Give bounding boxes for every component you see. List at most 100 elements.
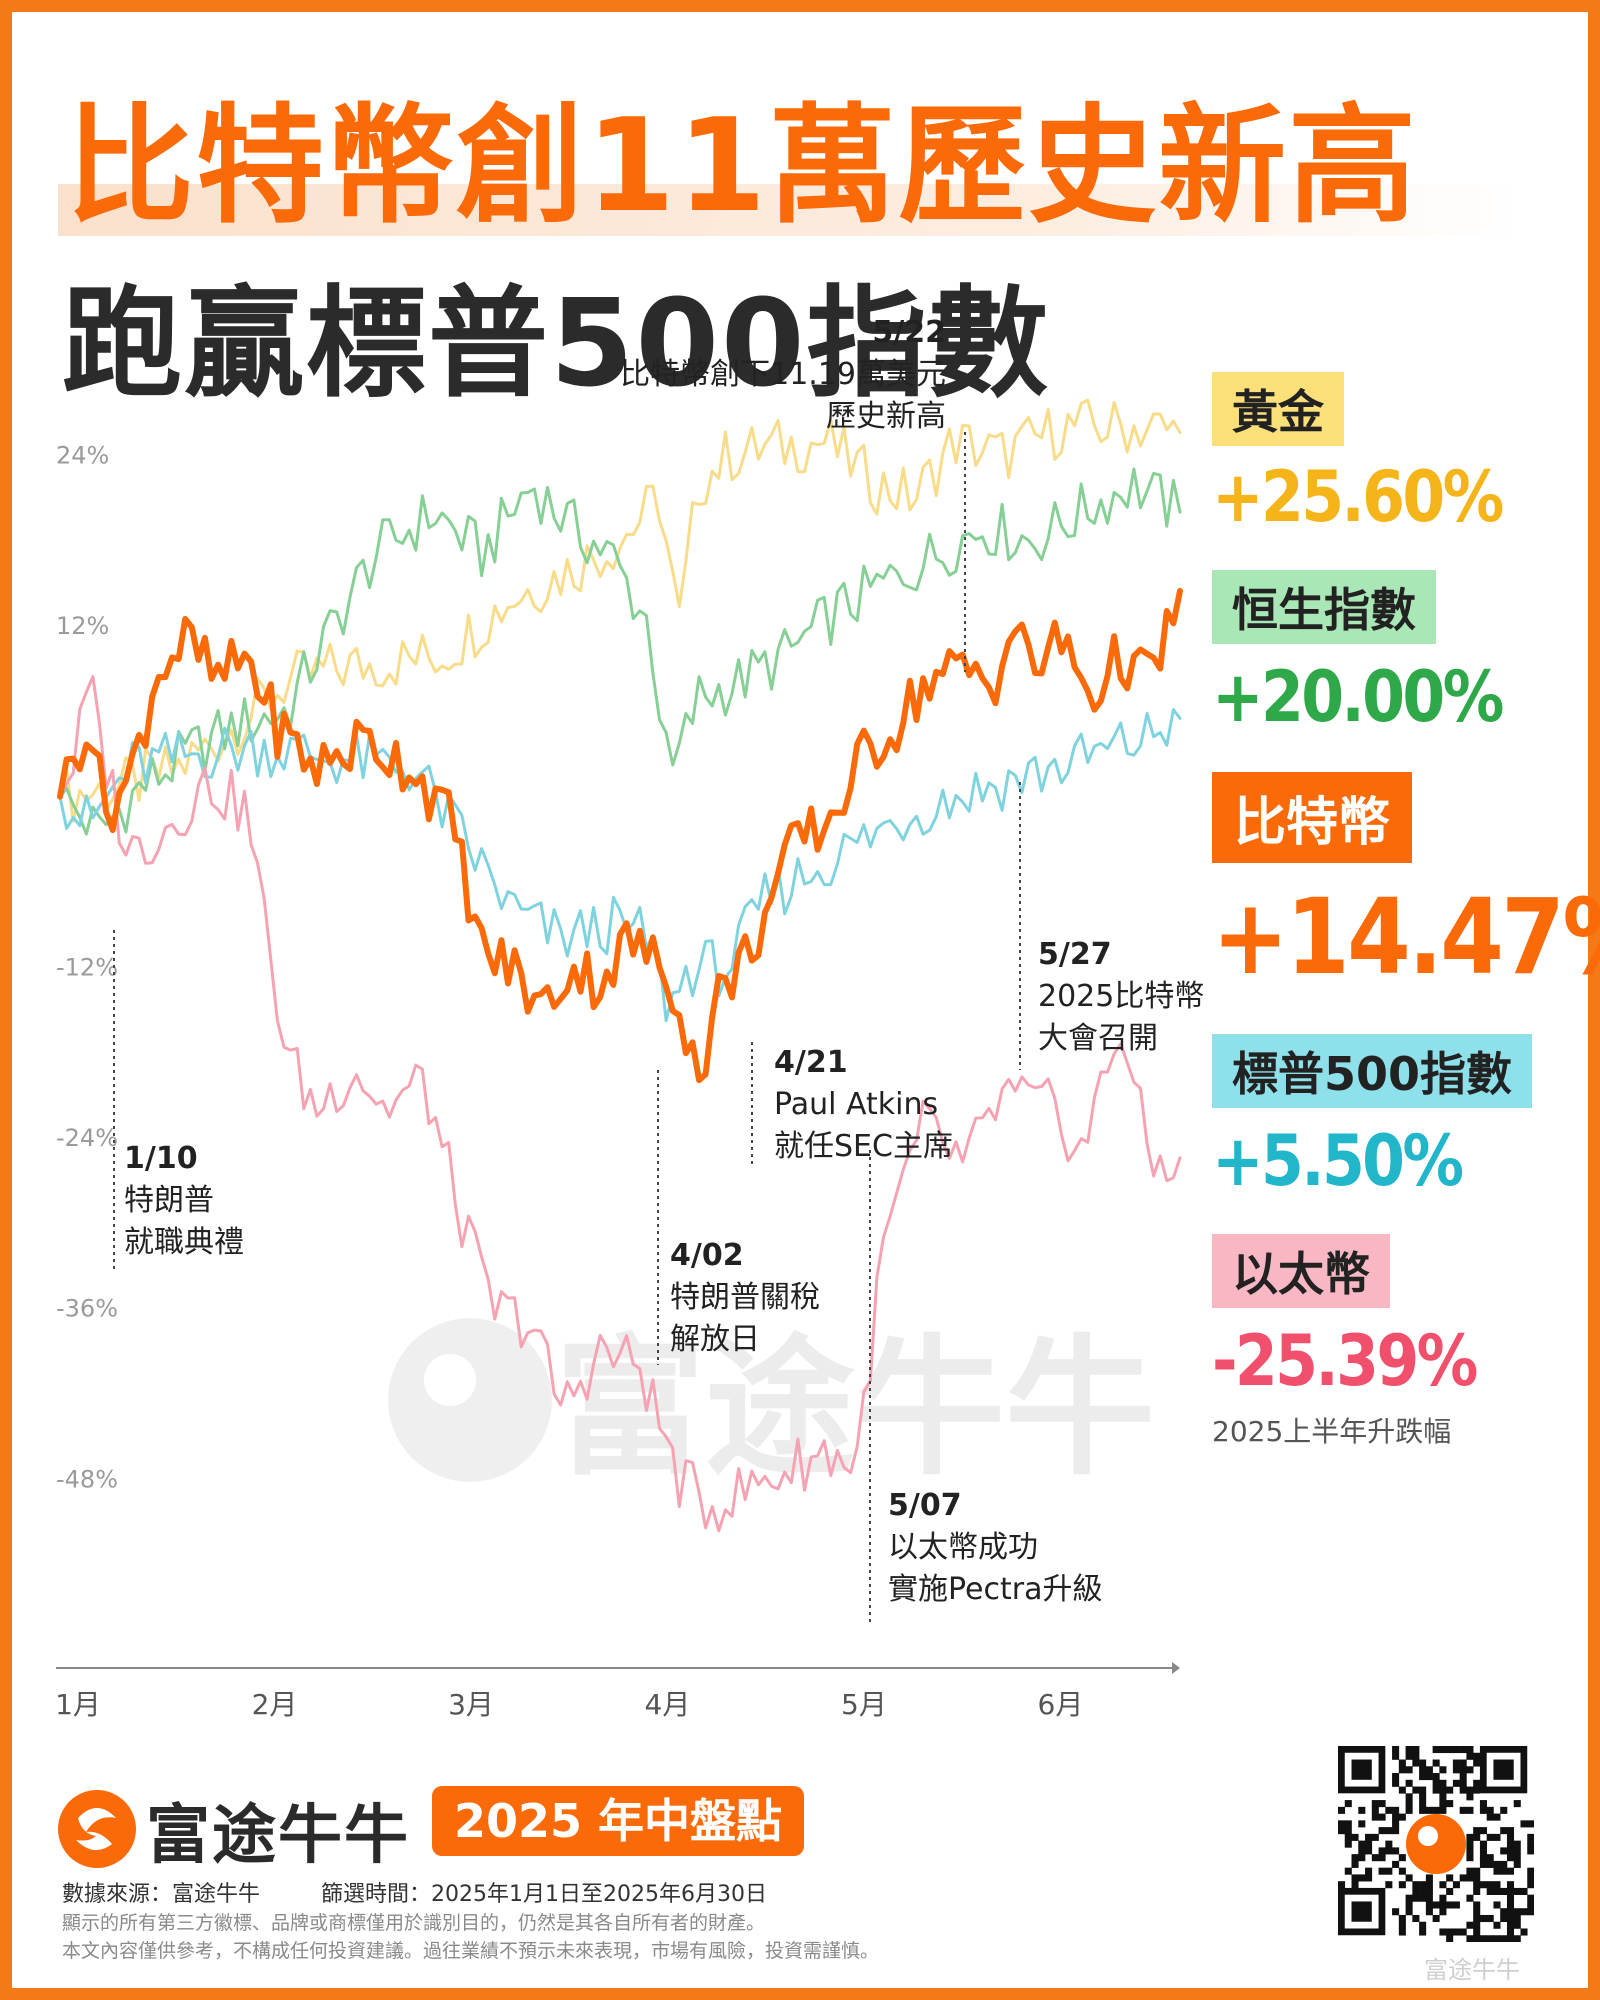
qr-module: [1385, 1840, 1393, 1848]
qr-module: [1452, 1901, 1460, 1909]
qr-module: [1419, 1759, 1427, 1767]
qr-center-logo-icon: [1406, 1814, 1466, 1874]
qr-module: [1479, 1860, 1487, 1868]
qr-module: [1344, 1840, 1352, 1848]
qr-module: [1506, 1914, 1515, 1923]
qr-module: [1344, 1833, 1352, 1841]
qr-module: [1500, 1867, 1508, 1875]
qr-module: [1365, 1874, 1373, 1882]
qr-caption: 富途牛牛: [1424, 1956, 1520, 1984]
qr-module: [1513, 1840, 1521, 1848]
qr-module: [1371, 1813, 1379, 1821]
qr-finder: [1351, 1759, 1372, 1780]
qr-module: [1392, 1827, 1400, 1835]
qr-module: [1466, 1935, 1474, 1943]
qr-finder: [1351, 1901, 1372, 1922]
x-tick-label: 5月: [841, 1688, 887, 1721]
qr-module: [1419, 1793, 1427, 1801]
qr-module: [1439, 1800, 1447, 1808]
qr-module: [1419, 1786, 1427, 1794]
legend-label-sp500: 標普500指數: [1212, 1034, 1533, 1108]
qr-module: [1473, 1752, 1481, 1760]
qr-module: [1392, 1908, 1400, 1916]
qr-module: [1479, 1847, 1487, 1855]
qr-module: [1479, 1840, 1487, 1848]
qr-module: [1425, 1881, 1433, 1889]
qr-module: [1459, 1759, 1467, 1767]
qr-module: [1338, 1827, 1346, 1835]
data-period: 篩選時間：2025年1月1日至2025年6月30日: [321, 1882, 767, 1907]
brand-logo-icon: [56, 1788, 138, 1874]
qr-module: [1459, 1786, 1467, 1794]
qr-module: [1385, 1867, 1393, 1875]
qr-module: [1439, 1928, 1447, 1936]
qr-module: [1419, 1921, 1427, 1929]
qr-module: [1466, 1766, 1474, 1774]
qr-code-icon[interactable]: [1338, 1746, 1535, 1946]
qr-module: [1506, 1908, 1515, 1916]
qr-module: [1358, 1840, 1366, 1848]
qr-module: [1506, 1894, 1515, 1902]
qr-module: [1520, 1908, 1528, 1916]
qr-module: [1392, 1746, 1400, 1754]
qr-module: [1425, 1908, 1433, 1916]
qr-module: [1412, 1881, 1420, 1889]
qr-module: [1493, 1887, 1501, 1895]
qr-module: [1419, 1928, 1427, 1936]
qr-module: [1439, 1793, 1447, 1801]
qr-module: [1405, 1752, 1413, 1760]
qr-module: [1371, 1854, 1379, 1862]
qr-module: [1479, 1806, 1487, 1814]
qr-module: [1378, 1867, 1386, 1875]
qr-module: [1419, 1887, 1427, 1895]
qr-module: [1506, 1901, 1515, 1909]
x-tick-label: 1月: [55, 1688, 101, 1721]
qr-module: [1500, 1935, 1508, 1943]
qr-module: [1466, 1867, 1474, 1875]
qr-module: [1452, 1779, 1460, 1787]
annotation-date: 5/27: [1038, 937, 1112, 972]
qr-module: [1466, 1921, 1474, 1929]
qr-module: [1446, 1874, 1454, 1882]
qr-module: [1358, 1847, 1366, 1855]
qr-module: [1493, 1901, 1501, 1909]
qr-module: [1513, 1921, 1521, 1929]
qr-module: [1351, 1854, 1359, 1862]
qr-module: [1338, 1820, 1346, 1828]
qr-module: [1527, 1833, 1535, 1841]
series-line: [58, 708, 1182, 1023]
qr-module: [1412, 1786, 1420, 1794]
qr-module: [1506, 1928, 1515, 1936]
qr-module: [1486, 1860, 1494, 1868]
qr-module: [1405, 1793, 1413, 1801]
qr-module: [1466, 1847, 1474, 1855]
qr-module: [1452, 1746, 1460, 1754]
disclaimer-line-1: 顯示的所有第三方徽標、品牌或商標僅用於識別目的，仍然是其各自所有者的財產。: [62, 1912, 766, 1934]
qr-module: [1432, 1779, 1440, 1787]
qr-module: [1473, 1779, 1481, 1787]
qr-module: [1405, 1766, 1413, 1774]
qr-module: [1392, 1813, 1400, 1821]
qr-module: [1527, 1901, 1535, 1909]
annotation-text: 大會召開: [1038, 1021, 1158, 1056]
qr-module: [1412, 1752, 1420, 1760]
x-tick-label: 4月: [645, 1688, 691, 1721]
qr-module: [1466, 1793, 1474, 1801]
y-tick-label: -12%: [56, 953, 118, 981]
qr-module: [1439, 1881, 1447, 1889]
qr-module: [1351, 1881, 1359, 1889]
qr-module: [1371, 1800, 1379, 1808]
qr-module: [1473, 1908, 1481, 1916]
qr-module: [1473, 1887, 1481, 1895]
qr-module: [1365, 1847, 1373, 1855]
qr-module: [1479, 1935, 1487, 1943]
qr-module: [1479, 1800, 1487, 1808]
page-subtitle: 跑贏標普500指數: [62, 275, 1051, 414]
qr-module: [1385, 1806, 1393, 1814]
qr-module: [1473, 1914, 1481, 1923]
qr-module: [1513, 1854, 1521, 1862]
qr-module: [1506, 1887, 1515, 1895]
legend-label-gold: 黃金: [1212, 372, 1344, 446]
qr-module: [1412, 1759, 1420, 1767]
qr-module: [1398, 1921, 1406, 1929]
